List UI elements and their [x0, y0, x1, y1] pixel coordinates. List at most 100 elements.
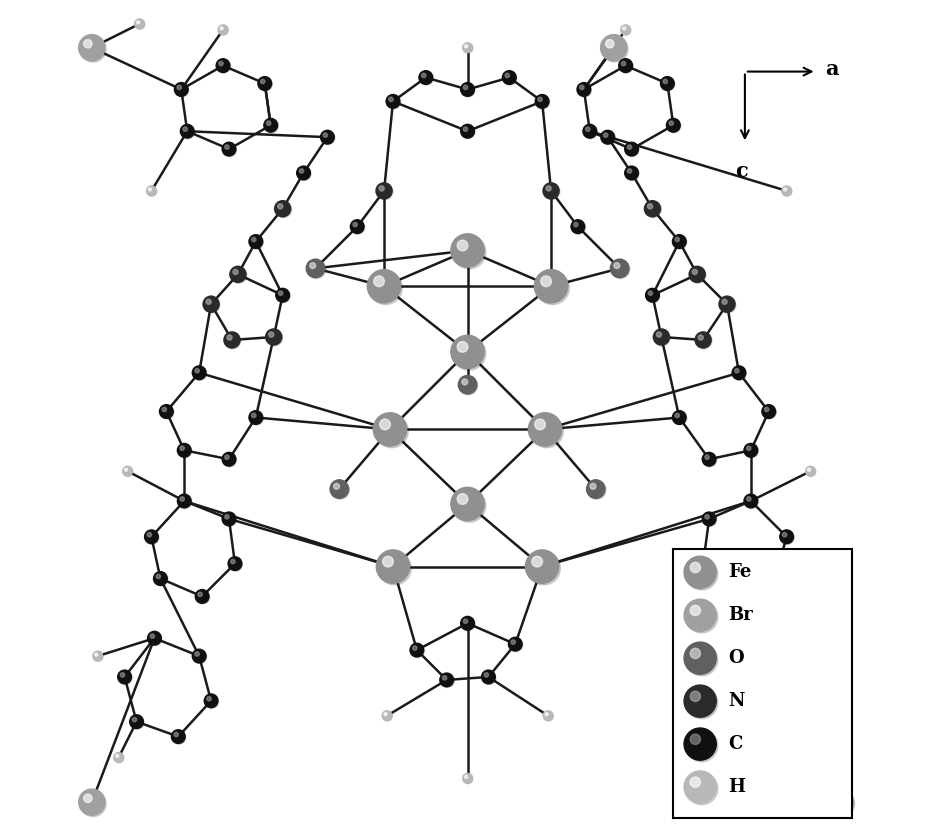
Circle shape: [452, 337, 486, 370]
Circle shape: [387, 95, 400, 109]
Text: c: c: [735, 161, 747, 181]
Circle shape: [450, 335, 484, 368]
Circle shape: [147, 186, 157, 196]
Circle shape: [367, 270, 401, 303]
Circle shape: [421, 73, 426, 78]
Circle shape: [545, 713, 547, 716]
Circle shape: [613, 263, 619, 269]
Circle shape: [745, 497, 750, 501]
Circle shape: [230, 559, 235, 564]
Circle shape: [123, 466, 132, 476]
Circle shape: [275, 288, 289, 302]
Circle shape: [831, 794, 840, 802]
Circle shape: [694, 332, 710, 348]
Circle shape: [689, 691, 700, 701]
Circle shape: [813, 755, 816, 757]
Circle shape: [321, 131, 334, 144]
Circle shape: [79, 789, 105, 815]
Circle shape: [702, 512, 715, 526]
Circle shape: [205, 695, 218, 708]
Text: Fe: Fe: [727, 564, 751, 581]
Circle shape: [180, 446, 184, 450]
Circle shape: [196, 590, 209, 604]
Circle shape: [278, 291, 283, 296]
Circle shape: [600, 34, 626, 61]
Circle shape: [806, 468, 810, 471]
Circle shape: [767, 631, 781, 645]
Circle shape: [674, 237, 679, 241]
Circle shape: [785, 716, 800, 729]
Circle shape: [192, 650, 206, 663]
Circle shape: [783, 188, 786, 191]
Circle shape: [543, 183, 559, 199]
Circle shape: [835, 651, 844, 661]
Circle shape: [195, 652, 199, 656]
Circle shape: [782, 533, 786, 537]
Circle shape: [734, 368, 739, 373]
Circle shape: [726, 650, 740, 664]
Circle shape: [274, 200, 290, 217]
Circle shape: [113, 752, 124, 762]
Circle shape: [461, 84, 475, 97]
Circle shape: [162, 407, 167, 412]
Text: a: a: [824, 58, 838, 78]
Circle shape: [268, 332, 273, 337]
Circle shape: [219, 61, 223, 66]
Circle shape: [672, 235, 685, 249]
Circle shape: [218, 25, 228, 35]
Circle shape: [306, 259, 325, 277]
Circle shape: [702, 453, 715, 466]
Circle shape: [457, 493, 467, 504]
Circle shape: [684, 558, 717, 590]
Circle shape: [684, 644, 717, 676]
Circle shape: [463, 774, 472, 784]
Circle shape: [171, 730, 185, 743]
Circle shape: [780, 530, 793, 544]
Circle shape: [660, 77, 673, 90]
Circle shape: [571, 220, 585, 234]
Circle shape: [684, 686, 717, 719]
Circle shape: [120, 673, 125, 677]
Circle shape: [175, 84, 188, 97]
Circle shape: [374, 414, 408, 448]
Circle shape: [174, 83, 188, 96]
Circle shape: [704, 514, 708, 519]
Circle shape: [204, 297, 220, 313]
Circle shape: [223, 453, 236, 467]
Circle shape: [626, 169, 631, 173]
Circle shape: [412, 645, 417, 650]
Circle shape: [217, 59, 230, 73]
Circle shape: [714, 695, 728, 708]
Circle shape: [767, 632, 782, 645]
Circle shape: [827, 791, 854, 817]
Circle shape: [409, 643, 424, 657]
Circle shape: [450, 234, 484, 267]
Circle shape: [603, 133, 607, 137]
Circle shape: [586, 481, 605, 499]
Circle shape: [386, 94, 400, 109]
Circle shape: [460, 124, 474, 138]
Circle shape: [804, 466, 815, 476]
Circle shape: [744, 731, 758, 744]
Circle shape: [745, 446, 750, 450]
Circle shape: [267, 121, 270, 125]
Circle shape: [543, 711, 552, 721]
Circle shape: [577, 84, 591, 97]
Circle shape: [745, 732, 750, 736]
Circle shape: [181, 125, 194, 139]
Circle shape: [192, 366, 206, 380]
Circle shape: [150, 634, 154, 638]
Circle shape: [148, 631, 161, 645]
Circle shape: [503, 71, 516, 85]
Circle shape: [689, 562, 700, 573]
Circle shape: [177, 443, 191, 458]
Circle shape: [218, 25, 228, 35]
Circle shape: [225, 514, 228, 519]
Circle shape: [79, 34, 105, 61]
Circle shape: [80, 791, 106, 817]
Circle shape: [698, 559, 703, 564]
Circle shape: [223, 143, 236, 157]
Circle shape: [249, 235, 263, 249]
Circle shape: [653, 329, 668, 345]
Circle shape: [383, 711, 392, 721]
